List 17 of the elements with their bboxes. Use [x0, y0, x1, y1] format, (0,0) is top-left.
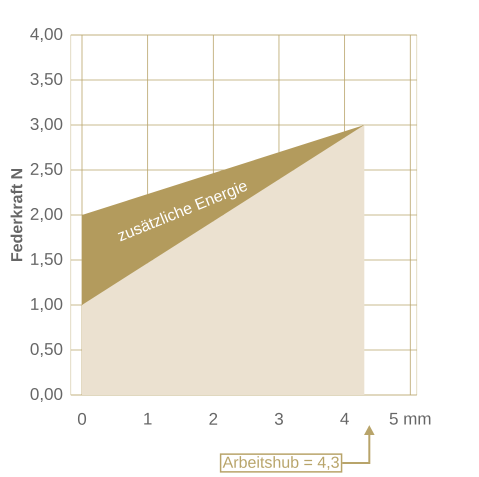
y-tick-label: 4,00 — [30, 28, 62, 42]
y-tick-label: 1,50 — [31, 252, 62, 268]
x-tick-label: 4 — [340, 412, 349, 425]
y-tick-label: 3,00 — [30, 118, 62, 132]
y-tick-label: 0,50 — [30, 342, 62, 358]
text: Arbeitshub = 4,3 — [222, 456, 339, 470]
x-tick-label: 3 — [274, 412, 283, 425]
x-tick-label: 2 — [209, 412, 218, 425]
y-tick-label: 3,50 — [30, 72, 62, 88]
y-tick-label: 2,50 — [30, 162, 62, 178]
x-tick-label: 5 mm — [390, 412, 430, 425]
x-tick-label: 1 — [144, 412, 152, 425]
y-tick-label: 2,00 — [30, 208, 62, 222]
y-axis-title: Federkraft N — [10, 168, 22, 262]
y-tick-label: 1,00 — [31, 298, 62, 312]
x-tick-label: 0 — [78, 412, 86, 425]
y-tick-label: 0,00 — [30, 388, 62, 402]
